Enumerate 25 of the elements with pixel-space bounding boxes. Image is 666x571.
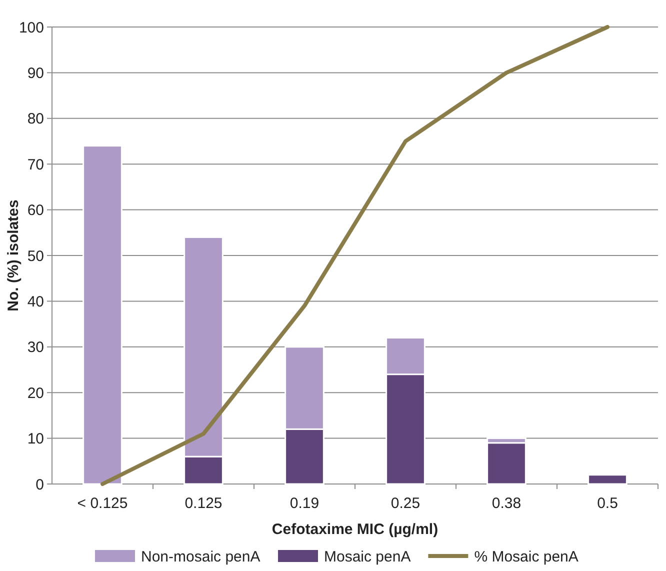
y-tick-label: 100 (18, 19, 44, 36)
y-tick-label: 80 (27, 110, 44, 128)
y-tick-label: 90 (27, 64, 44, 82)
bar (588, 474, 628, 485)
x-axis-title: Cefotaxime MIC (µg/ml) (272, 521, 438, 538)
y-tick-label: 70 (27, 156, 44, 174)
legend-label: Mosaic penA (324, 548, 411, 566)
y-tick-label: 0 (36, 476, 44, 494)
x-tick-label: < 0.125 (77, 495, 128, 512)
y-tick-label: 30 (27, 339, 44, 356)
x-tick-label: 0.125 (184, 495, 222, 512)
x-tick-label: 0.5 (597, 495, 618, 512)
x-tick-label: 0.38 (492, 495, 522, 512)
legend-label: % Mosaic penA (474, 548, 578, 566)
y-axis-title: No. (%) isolates (5, 200, 22, 312)
bar (82, 145, 122, 485)
y-tick-label: 60 (27, 202, 44, 220)
y-tick-label: 20 (27, 384, 44, 402)
line-series (100, 25, 610, 486)
y-tick-label: 40 (27, 293, 44, 310)
x-tick-label: 0.25 (390, 495, 420, 512)
y-tick-label: 10 (27, 430, 44, 448)
legend-label: Non-mosaic penA (141, 548, 260, 566)
y-tick-label: 50 (27, 248, 44, 265)
x-tick-label: 0.19 (290, 495, 320, 512)
